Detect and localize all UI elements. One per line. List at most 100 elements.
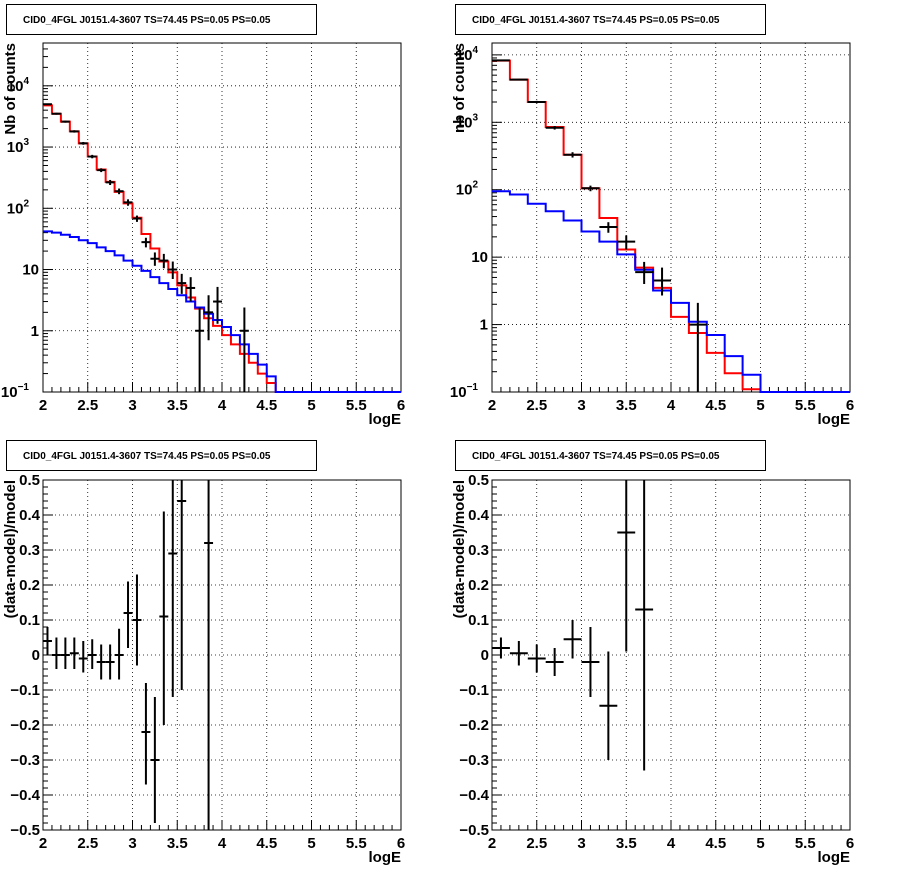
x-tick-label: 3.5 xyxy=(167,835,188,852)
data-point xyxy=(51,112,61,115)
x-tick-label: 4.5 xyxy=(256,397,277,414)
data-point xyxy=(527,100,546,104)
y-tick-label: −0.2 xyxy=(10,717,40,734)
y-tick-label: 0.1 xyxy=(19,612,40,629)
x-tick-label: 2.5 xyxy=(526,835,547,852)
data-point xyxy=(114,188,124,195)
residual-points xyxy=(43,480,214,830)
y-tick-label: 10 xyxy=(471,249,488,266)
data-point xyxy=(186,277,196,302)
residual-point xyxy=(51,637,61,669)
title-box xyxy=(6,4,317,35)
x-tick-label: 2.5 xyxy=(77,397,98,414)
y-tick-label: −0.5 xyxy=(10,822,40,839)
data-point xyxy=(213,286,222,324)
y-axis-label: nb of counts xyxy=(451,43,468,133)
y-tick-label: −0.1 xyxy=(459,682,489,699)
residual-point xyxy=(545,648,564,676)
x-tick-label: 5 xyxy=(307,397,315,414)
data-point xyxy=(688,302,707,392)
data-point xyxy=(150,252,160,266)
y-axis-label: Nb of counts xyxy=(2,43,19,135)
x-tick-label: 4 xyxy=(218,397,227,414)
y-tick-label: 10−1 xyxy=(450,382,479,401)
data-point xyxy=(60,120,70,123)
y-tick-label: 0 xyxy=(32,647,40,664)
y-tick-label: −0.4 xyxy=(10,787,40,804)
data-point xyxy=(159,253,169,269)
x-tick-label: 2 xyxy=(39,835,47,852)
data-point xyxy=(545,126,564,130)
residual-point xyxy=(60,637,70,669)
data-point xyxy=(123,199,133,206)
x-tick-label: 5.5 xyxy=(795,397,816,414)
y-tick-label: −0.3 xyxy=(10,752,40,769)
residual-point xyxy=(492,637,510,659)
data-point xyxy=(653,267,671,296)
x-tick-label: 4.5 xyxy=(256,835,277,852)
y-axis: −0.5 −0.4 −0.3 −0.2 −0.1 0 0.1 0.2 0.3 0.4 0.5(dat… xyxy=(2,472,401,839)
residual-point xyxy=(132,574,142,666)
y-tick-label: 103 xyxy=(7,137,30,156)
y-tick-label: 0 xyxy=(481,647,489,664)
y-axis-label: (data-model)/model xyxy=(451,480,468,618)
x-tick-label: 2 xyxy=(488,835,496,852)
residual-point xyxy=(96,644,106,680)
x-tick-label: 6 xyxy=(397,397,405,414)
data-point xyxy=(239,307,249,392)
y-tick-label: 102 xyxy=(456,180,479,199)
data-point xyxy=(617,235,636,250)
residual-point xyxy=(509,641,528,666)
x-tick-label: 4 xyxy=(667,397,676,414)
histogram-series-1 xyxy=(43,230,401,393)
x-tick-label: 2.5 xyxy=(526,397,547,414)
y-tick-label: −0.3 xyxy=(459,752,489,769)
y-tick-label: 104 xyxy=(7,76,30,95)
y-tick-label: 0.5 xyxy=(468,472,489,489)
residual-point xyxy=(141,683,151,785)
x-tick-label: 5.5 xyxy=(795,835,816,852)
x-tick-label: 3 xyxy=(577,397,585,414)
y-tick-label: 0.4 xyxy=(468,507,490,524)
x-tick-label: 3 xyxy=(128,397,136,414)
residual-point xyxy=(150,697,160,823)
chart-panel-bottom-left: CID0_4FGL J0151.4-3607 TS=74.45 PS=0.05 … xyxy=(2,440,405,866)
x-tick-label: 6 xyxy=(846,835,854,852)
data-points xyxy=(43,103,249,392)
data-point xyxy=(563,152,582,158)
x-tick-label: 3 xyxy=(128,835,136,852)
data-point xyxy=(96,168,106,173)
residual-point xyxy=(78,641,88,673)
title-box xyxy=(455,440,766,471)
x-tick-label: 4.5 xyxy=(705,397,726,414)
y-tick-label: 0.2 xyxy=(468,577,489,594)
chart-title: CID0_4FGL J0151.4-3607 TS=74.45 PS=0.05 … xyxy=(23,451,271,462)
data-point xyxy=(141,237,151,248)
x-axis-label: logE xyxy=(818,849,851,866)
x-axis-label: logE xyxy=(369,849,402,866)
y-tick-label: 1 xyxy=(31,323,39,340)
residual-point xyxy=(527,644,546,673)
x-tick-label: 2 xyxy=(39,397,47,414)
residual-point xyxy=(168,480,178,697)
residual-point xyxy=(617,480,636,652)
plot-frame xyxy=(491,479,851,831)
chart-title: CID0_4FGL J0151.4-3607 TS=74.45 PS=0.05 … xyxy=(472,15,720,26)
residual-point xyxy=(105,644,115,680)
x-tick-label: 5 xyxy=(756,835,764,852)
x-tick-label: 4 xyxy=(218,835,227,852)
data-point xyxy=(43,103,52,106)
x-tick-label: 2 xyxy=(488,397,496,414)
data-point xyxy=(581,185,600,192)
y-tick-label: 102 xyxy=(7,198,30,217)
residual-point xyxy=(114,628,124,680)
data-point xyxy=(78,141,88,145)
x-tick-label: 6 xyxy=(846,397,854,414)
y-tick-label: 0.3 xyxy=(19,542,40,559)
data-point xyxy=(492,59,510,62)
data-point xyxy=(132,215,142,222)
y-tick-label: −0.5 xyxy=(459,822,489,839)
